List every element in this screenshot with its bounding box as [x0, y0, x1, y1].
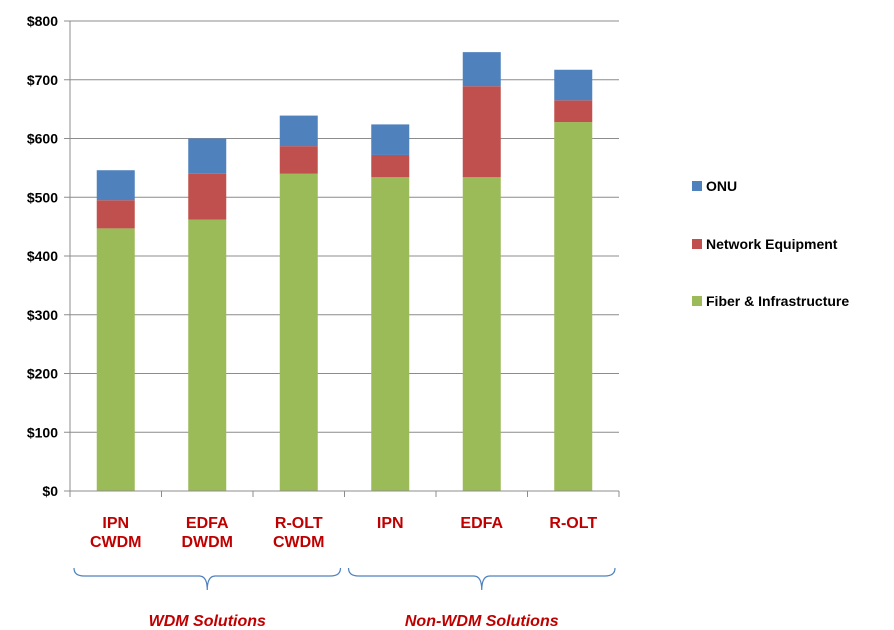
- group-brace: [73, 567, 342, 591]
- y-tick-label: $0: [42, 483, 58, 499]
- group-labels: WDM Solutions Non-WDM Solutions: [149, 613, 559, 630]
- bar-segment-network-equipment: [96, 200, 135, 229]
- y-tick-label: $300: [27, 307, 58, 323]
- group-brace: [347, 567, 616, 591]
- bar-segment-fiber-infrastructure: [554, 122, 593, 492]
- category-label: IPN CWDM: [90, 515, 142, 551]
- category-label-line: R-OLT: [275, 515, 323, 532]
- bar-segment-onu: [462, 52, 501, 87]
- category-label-line: IPN: [102, 515, 129, 532]
- category-label-line: CWDM: [273, 534, 325, 551]
- legend-swatch: [692, 239, 702, 249]
- category-label: EDFA DWDM: [181, 515, 233, 551]
- group-braces: [73, 567, 616, 591]
- bar-segment-onu: [279, 115, 318, 147]
- category-label: IPN: [377, 515, 404, 532]
- category-labels: IPN CWDM EDFA DWDM R-OLT CWDM IPN EDFA R-OLT: [90, 515, 597, 551]
- y-tick-label: $800: [27, 13, 58, 29]
- legend-label: ONU: [706, 178, 737, 194]
- y-tick-label: $100: [27, 424, 58, 440]
- bar-segment-network-equipment: [279, 146, 318, 174]
- legend-item: ONU: [692, 178, 737, 194]
- axes: [69, 21, 620, 497]
- category-label-line: EDFA: [186, 515, 229, 532]
- bar-segment-network-equipment: [554, 100, 593, 123]
- bar-segment-fiber-infrastructure: [462, 177, 501, 491]
- bar-segment-onu: [371, 124, 410, 155]
- y-tick-label: $600: [27, 131, 58, 147]
- category-label: R-OLT CWDM: [273, 515, 325, 551]
- category-label-line: DWDM: [181, 534, 233, 551]
- bar-segment-fiber-infrastructure: [279, 173, 318, 491]
- legend-label: Network Equipment: [706, 236, 838, 252]
- bar-segment-onu: [96, 170, 135, 201]
- bar-segment-onu: [188, 138, 227, 174]
- legend-swatch: [692, 181, 702, 191]
- y-tick-label: $700: [27, 72, 58, 88]
- legend-label: Fiber & Infrastructure: [706, 293, 849, 309]
- group-label: Non-WDM Solutions: [405, 613, 559, 630]
- category-label-line: IPN: [377, 515, 404, 532]
- legend-item: Network Equipment: [692, 236, 838, 252]
- legend-swatch: [692, 296, 702, 306]
- bar-segment-network-equipment: [462, 86, 501, 178]
- category-label-line: EDFA: [460, 515, 503, 532]
- bar-segment-fiber-infrastructure: [96, 228, 135, 491]
- bar-segment-fiber-infrastructure: [188, 219, 227, 491]
- gridlines: [64, 20, 619, 492]
- category-label-line: R-OLT: [549, 515, 597, 532]
- group-label: WDM Solutions: [149, 613, 266, 630]
- bar-segment-fiber-infrastructure: [371, 177, 410, 491]
- bar-segment-onu: [554, 69, 593, 101]
- bar-segment-network-equipment: [188, 173, 227, 220]
- y-tick-label: $200: [27, 366, 58, 382]
- legend-item: Fiber & Infrastructure: [692, 293, 849, 309]
- category-label: EDFA: [460, 515, 503, 532]
- category-label-line: CWDM: [90, 534, 142, 551]
- bars: [96, 52, 593, 492]
- y-tick-labels: $0 $100 $200 $300 $400 $500 $600 $700 $800: [27, 13, 58, 499]
- legend: ONU Network Equipment Fiber & Infrastructu…: [692, 178, 849, 309]
- bar-segment-network-equipment: [371, 154, 410, 178]
- category-label: R-OLT: [549, 515, 597, 532]
- y-tick-label: $500: [27, 189, 58, 205]
- y-tick-label: $400: [27, 248, 58, 264]
